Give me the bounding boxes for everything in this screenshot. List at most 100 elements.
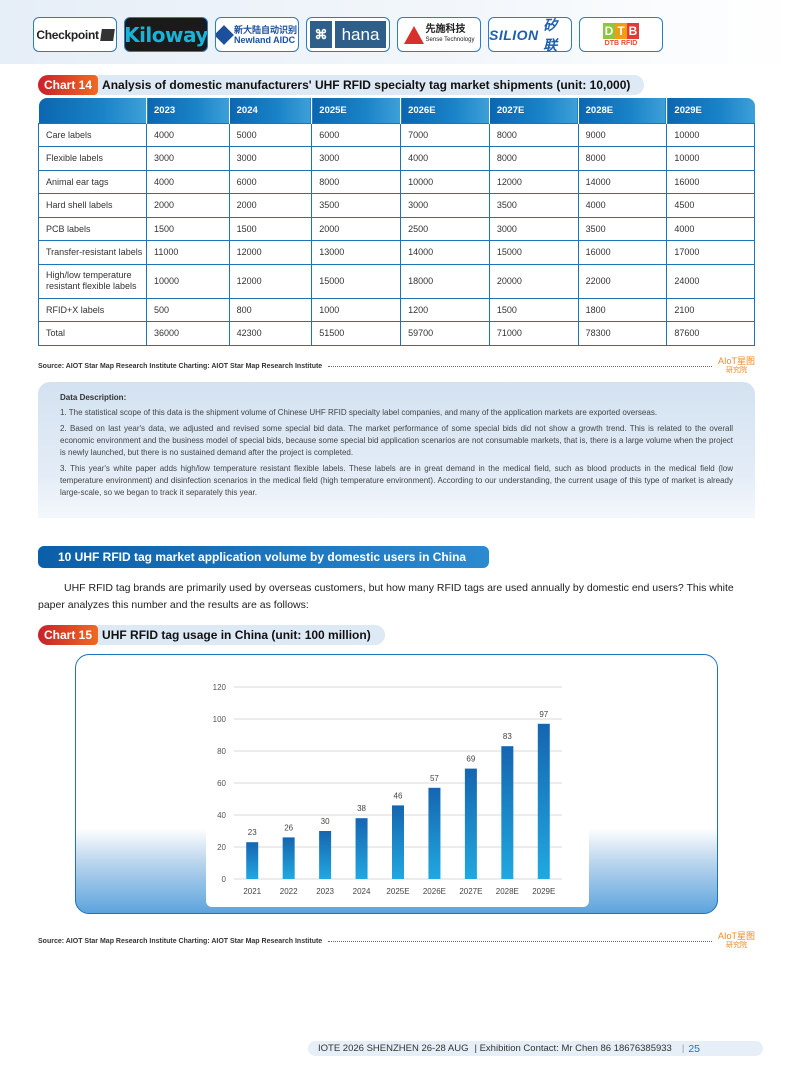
logo-hana[interactable]: ⌘ hana (306, 17, 390, 52)
y-tick-label: 0 (222, 875, 227, 884)
table-cell: 4000 (146, 169, 230, 194)
table-header-cell: 2025E (311, 98, 402, 123)
logo-newland[interactable]: 新大陆自动识别 Newland AIDC (215, 17, 299, 52)
data-description-title: Data Description: (60, 393, 127, 402)
table-cell: 16000 (577, 240, 668, 265)
row-label: Hard shell labels (38, 193, 147, 218)
table-cell: 1000 (311, 297, 402, 322)
newland-diamond-icon (216, 24, 234, 45)
sense-triangle-icon (403, 25, 424, 44)
row-label: Total (38, 321, 147, 346)
logo-sense[interactable]: 先施科技 Sense Technology (397, 17, 481, 52)
chart14-tag: Chart 14 (38, 75, 99, 95)
bar (392, 805, 404, 879)
bar-value-label: 38 (357, 804, 366, 813)
table-cell: 10000 (666, 146, 755, 171)
data-description-box: Data Description: 1. The statistical sco… (38, 382, 755, 518)
table-cell: 4500 (666, 193, 755, 218)
bar-value-label: 83 (503, 732, 512, 741)
table-cell: 7000 (400, 122, 490, 147)
table-row: Flexible labels 3000 3000 3000 4000 8000 8000 1… (38, 146, 755, 171)
table-header-cell: 2028E (578, 98, 668, 123)
page-footer: IOTE 2026 SHENZHEN 26-28 AUG | Exhibitio… (308, 1041, 763, 1056)
table-cell: 2000 (146, 193, 230, 218)
table-row: Total 36000 42300 51500 59700 71000 78300 87600 (38, 321, 755, 346)
dotted-divider (328, 365, 712, 367)
y-tick-label: 80 (217, 747, 226, 756)
dotted-divider (328, 940, 712, 942)
x-tick-label: 2022 (280, 887, 298, 896)
table-cell: 8000 (488, 146, 579, 171)
x-tick-label: 2029E (532, 887, 555, 896)
table-cell: 4000 (577, 193, 668, 218)
table-cell: 15000 (488, 240, 579, 265)
y-tick-label: 100 (213, 715, 227, 724)
row-label: RFID+X labels (38, 297, 147, 322)
x-tick-label: 2025E (386, 887, 409, 896)
bar (464, 768, 477, 879)
table-cell: 8000 (488, 122, 579, 147)
aiot-logo: AIoT星图 研究院 (717, 931, 755, 950)
y-tick-label: 40 (217, 811, 226, 820)
footer-contact: | Exhibition Contact: Mr Chen 86 1867638… (474, 1043, 672, 1054)
table-cell: 500 (146, 297, 230, 322)
row-label: Animal ear tags (38, 169, 147, 194)
table-cell: 6000 (311, 122, 402, 147)
checkpoint-mark-icon (99, 28, 115, 41)
table-row: RFID+X labels 500 800 1000 1200 1500 1800 2100 (38, 297, 755, 322)
y-tick-label: 20 (217, 843, 226, 852)
table-cell: 3500 (488, 193, 579, 218)
table-cell: 3500 (311, 193, 402, 218)
table-cell: 4000 (666, 216, 755, 241)
table-cell: 2500 (400, 216, 490, 241)
row-label: Flexible labels (38, 146, 147, 171)
bar-value-label: 30 (321, 817, 330, 826)
chart15-title: UHF RFID tag usage in China (unit: 100 m… (98, 625, 385, 645)
table-cell: 1500 (228, 216, 313, 241)
table-header-cell: 2027E (489, 98, 579, 123)
table-cell: 12000 (228, 240, 313, 265)
table-row: PCB labels 1500 1500 2000 2500 3000 3500 4000 (38, 216, 755, 241)
bar-value-label: 23 (248, 828, 257, 837)
chart15-plot: 0 20 40 60 80 100 120 23 2021 26 2022 30 2023 38 2024 4… (206, 671, 589, 907)
section-heading: 10 UHF RFID tag market application volum… (38, 546, 489, 568)
logo-silion[interactable]: SILION 矽联 (488, 17, 572, 52)
bar (501, 746, 514, 879)
table-cell: 22000 (577, 263, 668, 299)
chart15-frame: 0 20 40 60 80 100 120 23 2021 26 2022 30 2023 38 2024 4… (75, 654, 718, 914)
row-label: Transfer-resistant labels (38, 240, 147, 265)
table-header-cell: 2023 (146, 98, 230, 123)
chart15-caption: Chart 15 UHF RFID tag usage in China (un… (38, 625, 385, 645)
table-cell: 18000 (400, 263, 490, 299)
x-tick-label: 2027E (459, 887, 482, 896)
bar-value-label: 57 (430, 774, 439, 783)
data-description-item: 2. Based on last year's data, we adjuste… (60, 424, 733, 457)
section-intro: UHF RFID tag brands are primarily used b… (38, 582, 734, 611)
bar (282, 837, 295, 879)
table-cell: 3000 (311, 146, 402, 171)
table-cell: 4000 (146, 122, 230, 147)
y-tick-label: 60 (217, 779, 226, 788)
table-cell: 2100 (666, 297, 755, 322)
chart15-source: Source: AIOT Star Map Research Institute… (38, 931, 755, 950)
page-number: 25 (688, 1042, 700, 1055)
logo-kiloway[interactable]: Kiloway (124, 17, 208, 52)
bar-value-label: 97 (539, 710, 548, 719)
table-cell: 78300 (577, 321, 668, 346)
bar (537, 723, 550, 879)
table-cell: 1200 (400, 297, 490, 322)
bar-value-label: 69 (466, 755, 475, 764)
table-cell: 10000 (666, 122, 755, 147)
row-label: High/low temperature resistant flexible … (38, 263, 147, 299)
x-tick-label: 2023 (316, 887, 334, 896)
logo-checkpoint[interactable]: Checkpoint (33, 17, 117, 52)
x-tick-label: 2026E (423, 887, 446, 896)
table-cell: 15000 (311, 263, 402, 299)
hana-mark-icon: ⌘ (310, 21, 332, 48)
table-header-cell: 2026E (400, 98, 490, 123)
x-tick-label: 2028E (496, 887, 519, 896)
x-tick-label: 2024 (353, 887, 371, 896)
table-cell: 4000 (400, 146, 490, 171)
